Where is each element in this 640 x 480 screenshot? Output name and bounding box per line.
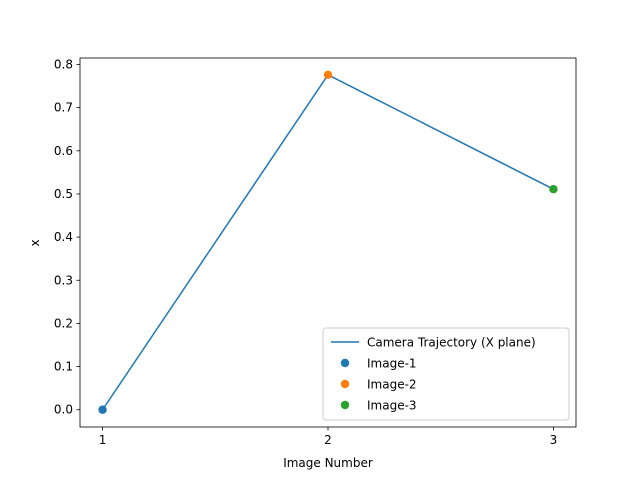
x-tick-label: 3 <box>550 433 558 447</box>
axes: 1 2 3 0.0 0.1 0.2 0.3 0.4 0.5 0.6 0.7 0.8 <box>54 57 577 447</box>
plot-area <box>98 70 558 414</box>
y-tick-label: 0.6 <box>54 144 73 158</box>
legend-marker-swatch <box>340 379 350 389</box>
legend-label: Image-1 <box>367 357 417 371</box>
y-tick-label: 0.7 <box>54 101 73 115</box>
legend-marker-swatch <box>340 400 350 410</box>
x-tick-label: 2 <box>324 433 332 447</box>
data-point <box>323 70 333 80</box>
y-tick-label: 0.3 <box>54 273 73 287</box>
legend-box <box>322 327 570 421</box>
data-point <box>98 405 107 414</box>
x-tick-label: 1 <box>99 433 107 447</box>
y-tick-label: 0.8 <box>54 57 73 71</box>
data-point <box>549 185 558 194</box>
legend-label: Image-2 <box>367 378 417 392</box>
y-tick-label: 0.4 <box>54 230 73 244</box>
y-tick-label: 0.5 <box>54 187 73 201</box>
x-axis-label: Image Number <box>283 456 373 470</box>
y-tick-label: 0.0 <box>54 403 73 417</box>
legend: Camera Trajectory (X plane) Image-1 Image-… <box>322 327 570 421</box>
legend-marker-swatch <box>340 358 350 368</box>
y-tick-label: 0.2 <box>54 316 73 330</box>
legend-label: Image-3 <box>367 399 417 413</box>
y-axis-label: x <box>28 239 42 246</box>
legend-label: Camera Trajectory (X plane) <box>367 336 536 350</box>
y-tick-label: 0.1 <box>54 360 73 374</box>
